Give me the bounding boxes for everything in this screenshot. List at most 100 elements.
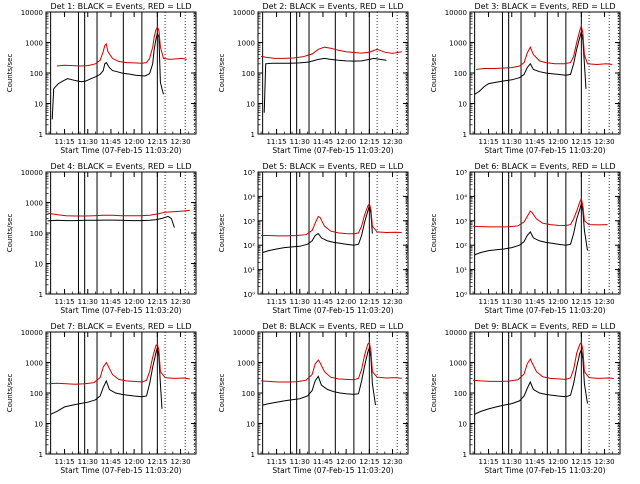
y-tick-label: 10¹: [455, 267, 467, 275]
panel-title: Det 5: BLACK = Events, RED = LLD: [263, 162, 404, 171]
y-tick-label: 100: [30, 390, 43, 398]
y-tick-label: 100: [242, 70, 255, 78]
x-tick-label: 11:30: [502, 458, 522, 466]
x-axis-label: Start Time (07-Feb-15 11:03:20): [60, 306, 181, 315]
x-axis-label: Start Time (07-Feb-15 11:03:20): [484, 306, 605, 315]
x-tick-label: 12:30: [594, 138, 614, 146]
y-tick-label: 1: [39, 131, 43, 139]
x-tick-label: 11:30: [78, 138, 98, 146]
x-tick-label: 12:30: [170, 458, 190, 466]
x-tick-label: 12:15: [147, 298, 167, 306]
y-tick-label: 1000: [449, 40, 467, 48]
x-tick-label: 12:15: [359, 298, 379, 306]
x-axis-label: Start Time (07-Feb-15 11:03:20): [272, 306, 393, 315]
x-tick-label: 12:30: [170, 298, 190, 306]
events-series-line: [263, 57, 387, 113]
detector-panel-2: Det 2: BLACK = Events, RED = LLD 1 10 100 10…: [218, 2, 409, 155]
y-axis-label: Counts/sec: [6, 374, 14, 413]
x-tick-label: 11:45: [101, 138, 121, 146]
x-tick-label: 11:30: [502, 138, 522, 146]
x-tick-label: 11:15: [478, 138, 498, 146]
x-tick-label: 11:30: [290, 298, 310, 306]
y-tick-label: 100: [30, 230, 43, 238]
x-tick-label: 12:00: [336, 458, 356, 466]
x-tick-label: 12:15: [147, 458, 167, 466]
x-tick-label: 11:45: [525, 138, 545, 146]
y-tick-label: 10³: [455, 218, 467, 226]
x-tick-label: 11:45: [313, 138, 333, 146]
x-tick-label: 11:15: [54, 458, 74, 466]
x-tick-label: 11:45: [313, 298, 333, 306]
x-tick-label: 12:15: [147, 138, 167, 146]
panel-title: Det 4: BLACK = Events, RED = LLD: [51, 162, 192, 171]
x-tick-label: 11:15: [54, 298, 74, 306]
panel-title: Det 3: BLACK = Events, RED = LLD: [475, 2, 616, 11]
y-tick-label: 100: [454, 70, 467, 78]
x-tick-label: 12:30: [170, 138, 190, 146]
panel-title: Det 8: BLACK = Events, RED = LLD: [263, 322, 404, 331]
y-tick-label: 100: [242, 390, 255, 398]
x-axis-label: Start Time (07-Feb-15 11:03:20): [484, 146, 605, 155]
detector-panel-7: Det 7: BLACK = Events, RED = LLD 1 10 100 10…: [6, 322, 197, 475]
x-tick-label: 12:15: [359, 458, 379, 466]
lld-series-line: [473, 197, 608, 228]
events-series-line: [262, 205, 373, 253]
y-axis-label: Counts/sec: [430, 214, 438, 253]
x-tick-label: 11:15: [266, 298, 286, 306]
x-tick-label: 12:00: [548, 458, 568, 466]
x-tick-label: 12:00: [124, 298, 144, 306]
x-tick-label: 11:15: [478, 298, 498, 306]
y-tick-label: 1: [463, 451, 467, 459]
y-tick-label: 1: [251, 451, 255, 459]
x-tick-label: 11:15: [54, 138, 74, 146]
x-tick-label: 12:15: [359, 138, 379, 146]
x-tick-label: 11:30: [290, 138, 310, 146]
lld-series-line: [47, 209, 190, 217]
y-tick-label: 10: [246, 421, 255, 429]
x-tick-label: 12:00: [336, 138, 356, 146]
lld-series-line: [476, 24, 613, 70]
y-tick-label: 10000: [21, 329, 43, 337]
y-tick-label: 10⁵: [455, 169, 467, 177]
x-tick-label: 12:30: [382, 138, 402, 146]
x-tick-label: 11:30: [78, 298, 98, 306]
x-tick-label: 11:30: [502, 298, 522, 306]
y-tick-label: 10⁵: [243, 169, 255, 177]
y-tick-label: 10⁴: [243, 193, 255, 201]
y-tick-label: 10000: [21, 169, 43, 177]
x-axis-label: Start Time (07-Feb-15 11:03:20): [484, 466, 605, 475]
x-tick-label: 11:45: [525, 298, 545, 306]
y-tick-label: 10¹: [243, 267, 255, 275]
x-tick-label: 12:15: [571, 138, 591, 146]
y-axis-label: Counts/sec: [430, 54, 438, 93]
y-axis-label: Counts/sec: [218, 54, 226, 93]
y-axis-label: Counts/sec: [6, 214, 14, 253]
plot-frame: [469, 171, 621, 295]
events-series-line: [47, 215, 175, 228]
events-series-line: [50, 347, 163, 415]
y-tick-label: 10³: [243, 218, 255, 226]
x-tick-label: 12:30: [594, 298, 614, 306]
x-axis-label: Start Time (07-Feb-15 11:03:20): [60, 146, 181, 155]
detector-panel-8: Det 8: BLACK = Events, RED = LLD 1 10 100 10…: [218, 322, 409, 475]
plot-frame: [257, 171, 409, 295]
plot-frame: [469, 331, 621, 455]
y-tick-label: 1: [39, 291, 43, 299]
y-tick-label: 10000: [21, 9, 43, 17]
y-tick-label: 1000: [449, 360, 467, 368]
x-axis-label: Start Time (07-Feb-15 11:03:20): [60, 466, 181, 475]
y-tick-label: 10⁴: [455, 193, 467, 201]
detector-panel-5: Det 5: BLACK = Events, RED = LLD 10⁰ 10¹ 10…: [218, 162, 409, 315]
y-tick-label: 10: [458, 421, 467, 429]
y-tick-label: 10000: [233, 329, 255, 337]
y-tick-label: 1000: [237, 40, 255, 48]
y-tick-label: 1: [463, 131, 467, 139]
events-series-line: [51, 31, 164, 120]
x-axis-label: Start Time (07-Feb-15 11:03:20): [272, 146, 393, 155]
detector-panel-9: Det 9: BLACK = Events, RED = LLD 1 10 100 10…: [430, 322, 621, 475]
y-tick-label: 10⁰: [243, 291, 255, 299]
y-tick-label: 10: [34, 421, 43, 429]
plot-frame: [257, 331, 409, 455]
